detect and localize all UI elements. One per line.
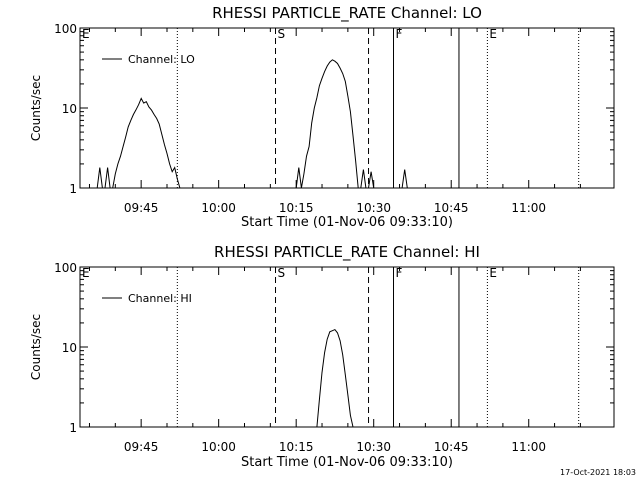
legend-entry: Channel: HI — [128, 292, 192, 305]
y-tick-label: 10 — [62, 341, 77, 355]
series-line — [295, 59, 375, 188]
plot-frame — [79, 27, 615, 189]
x-tick-label: 10:45 — [434, 201, 469, 215]
x-tick-label: 10:15 — [279, 440, 314, 454]
event-marker-label: E — [489, 27, 497, 41]
y-tick-label: 1 — [69, 421, 77, 435]
x-tick-label: 10:30 — [356, 440, 391, 454]
y-tick-label: 100 — [54, 22, 77, 36]
series-line — [96, 97, 181, 188]
x-tick-label: 09:45 — [124, 201, 159, 215]
event-marker-label: E — [82, 27, 90, 41]
x-tick-label: 10:30 — [356, 201, 391, 215]
event-marker-label: E — [489, 266, 497, 280]
plot-frame — [79, 266, 615, 428]
x-axis-label: Start Time (01-Nov-06 09:33:10) — [241, 215, 453, 230]
x-tick-label: 10:15 — [279, 201, 314, 215]
series-line — [401, 169, 408, 188]
y-tick-label: 1 — [69, 182, 77, 196]
event-marker-label: E — [82, 266, 90, 280]
y-tick-label: 100 — [54, 261, 77, 275]
footer-timestamp: 17-Oct-2021 18:03 — [560, 468, 636, 477]
event-marker-label: F — [396, 27, 403, 41]
x-tick-label: 10:00 — [201, 440, 236, 454]
series-line — [316, 328, 354, 427]
chart-panel-hi: RHESSI PARTICLE_RATE Channel: HI 1 10 100 09… — [29, 243, 615, 470]
x-tick-label: 10:45 — [434, 440, 469, 454]
y-tick-label: 10 — [62, 102, 77, 116]
event-marker-label: F — [396, 266, 403, 280]
x-tick-label: 09:45 — [124, 440, 159, 454]
x-tick-label: 11:00 — [511, 440, 546, 454]
y-axis-label: Counts/sec — [29, 314, 43, 380]
legend-entry: Channel: LO — [128, 53, 195, 66]
x-tick-label: 10:00 — [201, 201, 236, 215]
event-marker-label: S — [278, 27, 286, 41]
x-tick-label: 11:00 — [511, 201, 546, 215]
chart-panel-lo: RHESSI PARTICLE_RATE Channel: LO 1 10 100 09… — [29, 4, 615, 230]
y-axis-label: Counts/sec — [29, 75, 43, 141]
chart-title: RHESSI PARTICLE_RATE Channel: HI — [214, 243, 480, 262]
event-marker-label: S — [278, 266, 286, 280]
x-axis-label: Start Time (01-Nov-06 09:33:10) — [241, 455, 453, 470]
chart-title: RHESSI PARTICLE_RATE Channel: LO — [212, 4, 482, 23]
